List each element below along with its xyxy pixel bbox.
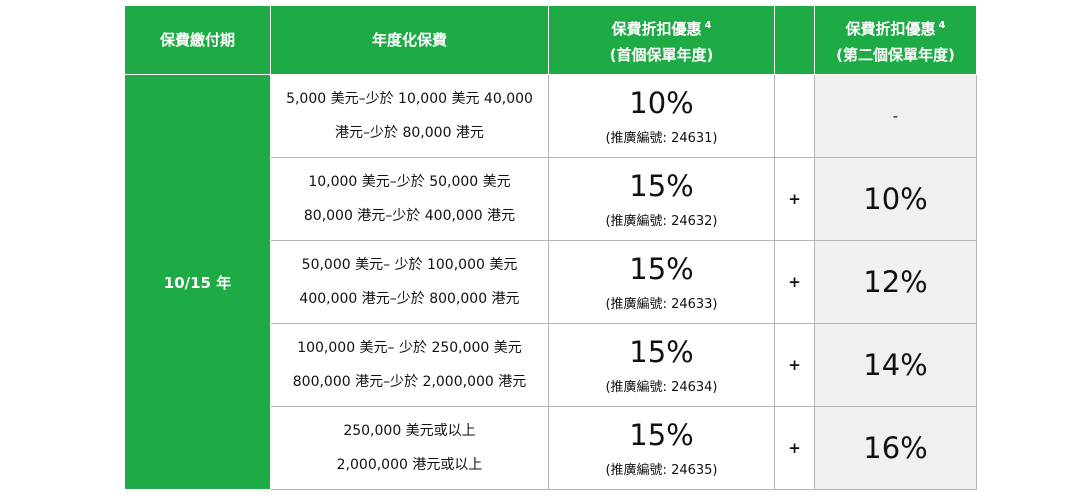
plus-sign-cell: + <box>774 323 815 407</box>
first-year-discount-value: 15% <box>629 418 694 452</box>
first-year-discount-value: 15% <box>629 252 694 286</box>
first-year-discount-cell: 15% (推廣編號: 24635) <box>548 406 775 490</box>
plus-sign-cell: + <box>774 406 815 490</box>
premium-range-line: 800,000 港元–少於 2,000,000 港元 <box>292 374 527 390</box>
second-year-discount-cell: 10% <box>814 157 977 241</box>
plus-sign-cell: + <box>774 240 815 324</box>
premium-range-cell: 5,000 美元–少於 10,000 美元 40,000 港元–少於 80,00… <box>270 74 549 158</box>
premium-range-line: 100,000 美元– 少於 250,000 美元 <box>297 340 522 356</box>
first-year-discount-cell: 15% (推廣編號: 24634) <box>548 323 775 407</box>
header-first-footnote: 4 <box>704 19 712 31</box>
table-row: 10,000 美元–少於 50,000 美元 80,000 港元–少於 400,… <box>125 157 977 241</box>
second-year-discount-cell: - <box>814 74 977 158</box>
premium-range-cell: 10,000 美元–少於 50,000 美元 80,000 港元–少於 400,… <box>270 157 549 241</box>
header-second-discount-subtitle: (第二個保單年度) <box>836 45 955 64</box>
header-payment-period-label: 保費繳付期 <box>159 31 235 49</box>
promo-code: (推廣編號: 24634) <box>605 380 718 395</box>
first-year-discount-cell: 15% (推廣編號: 24632) <box>548 157 775 241</box>
second-year-discount-cell: 16% <box>814 406 977 490</box>
header-first-discount-subtitle: (首個保單年度) <box>609 45 714 64</box>
premium-range-line: 250,000 美元或以上 <box>343 423 476 439</box>
premium-range-cell: 250,000 美元或以上 2,000,000 港元或以上 <box>270 406 549 490</box>
premium-range-cell: 50,000 美元– 少於 100,000 美元 400,000 港元–少於 8… <box>270 240 549 324</box>
table-row: 10/15 年 5,000 美元–少於 10,000 美元 40,000 港元–… <box>124 74 977 490</box>
header-annualized-premium-label: 年度化保費 <box>371 31 447 49</box>
premium-range-cell: 100,000 美元– 少於 250,000 美元 800,000 港元–少於 … <box>270 323 549 407</box>
payment-period-cell: 10/15 年 <box>124 74 271 490</box>
first-year-discount-value: 15% <box>629 335 694 369</box>
header-second-year-discount: 保費折扣優惠 4 (第二個保單年度) <box>814 5 977 75</box>
promo-code: (推廣編號: 24631) <box>605 131 718 146</box>
first-year-discount-cell: 15% (推廣編號: 24633) <box>548 240 775 324</box>
first-year-discount-value: 10% <box>629 86 694 120</box>
table-row: 250,000 美元或以上 2,000,000 港元或以上 15% (推廣編號:… <box>125 406 977 490</box>
promo-code: (推廣編號: 24635) <box>605 463 718 478</box>
plus-sign-cell <box>774 74 815 158</box>
premium-range-line: 港元–少於 80,000 港元 <box>335 125 484 141</box>
header-second-footnote: 4 <box>938 19 946 31</box>
second-year-discount-cell: 14% <box>814 323 977 407</box>
premium-range-line: 10,000 美元–少於 50,000 美元 <box>308 174 511 190</box>
header-first-year-discount: 保費折扣優惠 4 (首個保單年度) <box>548 5 775 75</box>
table-row: 50,000 美元– 少於 100,000 美元 400,000 港元–少於 8… <box>125 240 977 324</box>
discount-table-container: 保費繳付期 年度化保費 保費折扣優惠 4 (首個保單年度) 保費折扣優惠 4 (第二… <box>124 5 977 490</box>
header-plus-column <box>774 5 815 75</box>
promo-code: (推廣編號: 24632) <box>605 214 718 229</box>
promo-code: (推廣編號: 24633) <box>605 297 718 312</box>
premium-range-line: 2,000,000 港元或以上 <box>336 457 483 473</box>
premium-discount-table: 保費繳付期 年度化保費 保費折扣優惠 4 (首個保單年度) 保費折扣優惠 4 (第二… <box>124 5 977 490</box>
premium-range-line: 80,000 港元–少於 400,000 港元 <box>303 208 516 224</box>
header-first-discount-title: 保費折扣優惠 <box>611 19 702 38</box>
header-payment-period: 保費繳付期 <box>124 5 271 75</box>
premium-range-line: 50,000 美元– 少於 100,000 美元 <box>301 257 518 273</box>
first-year-discount-value: 15% <box>629 169 694 203</box>
first-year-discount-cell: 10% (推廣編號: 24631) <box>548 74 775 158</box>
header-second-discount-title: 保費折扣優惠 <box>845 19 936 38</box>
premium-range-line: 5,000 美元–少於 10,000 美元 40,000 <box>286 91 533 107</box>
second-year-discount-cell: 12% <box>814 240 977 324</box>
premium-range-line: 400,000 港元–少於 800,000 港元 <box>299 291 520 307</box>
header-annualized-premium: 年度化保費 <box>270 5 549 75</box>
plus-sign-cell: + <box>774 157 815 241</box>
header-row: 保費繳付期 年度化保費 保費折扣優惠 4 (首個保單年度) 保費折扣優惠 4 (第二… <box>124 5 977 75</box>
